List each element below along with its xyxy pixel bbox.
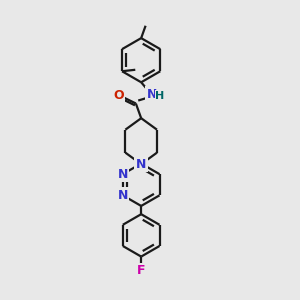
Text: F: F: [137, 264, 146, 277]
Text: N: N: [118, 168, 128, 181]
Text: H: H: [155, 91, 165, 100]
Text: N: N: [118, 189, 128, 202]
Text: N: N: [147, 88, 157, 100]
Text: O: O: [113, 89, 124, 102]
Text: N: N: [136, 158, 146, 171]
